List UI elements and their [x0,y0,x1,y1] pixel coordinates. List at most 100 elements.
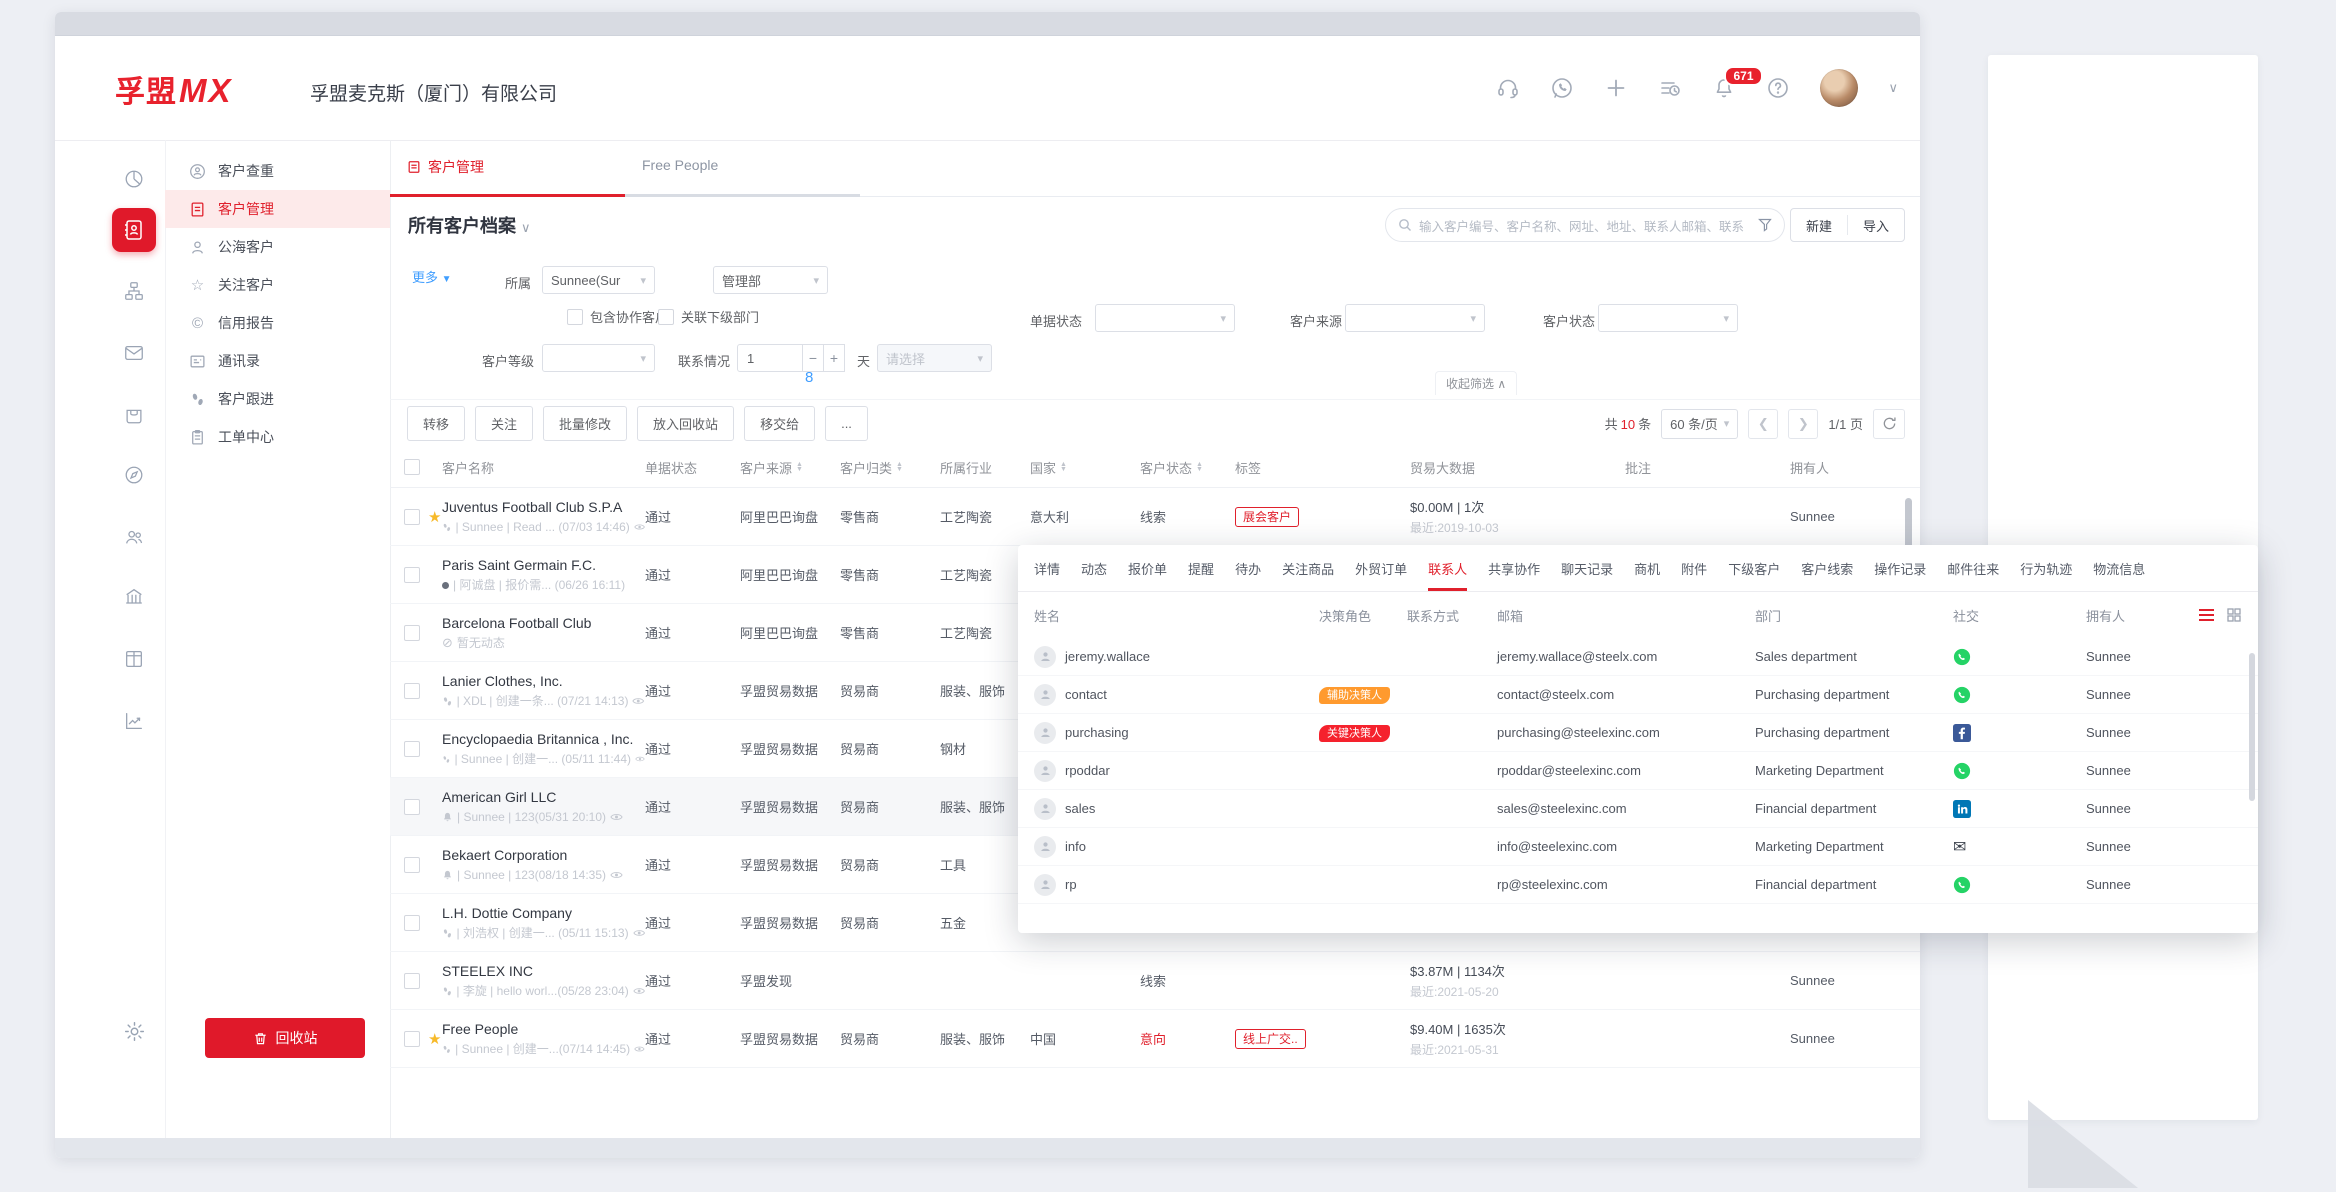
overlay-tab[interactable]: 关注商品 [1282,561,1335,577]
recycle-bin-button[interactable]: 回收站 [205,1018,365,1058]
table-row[interactable]: ★ STEELEX INC ⊘ | 李旋 | hello worl...(05/… [390,952,1920,1010]
col-industry[interactable]: 所属行业 [940,460,993,476]
customer-name[interactable]: STEELEX INC [442,963,534,979]
next-page-button[interactable]: ❯ [1788,408,1819,439]
overlay-tab[interactable]: 共享协作 [1488,561,1541,577]
nav-team-icon[interactable] [123,526,145,548]
avatar-chevron-down-icon[interactable]: ∨ [1888,79,1898,95]
overlay-tab[interactable]: 外贸订单 [1355,561,1408,577]
tab-customer-mgmt[interactable]: 客户管理 [407,157,484,177]
toolbar-button[interactable]: 关注 [475,406,534,441]
nav-knowledge-icon[interactable] [123,648,145,670]
row-checkbox[interactable] [404,624,420,641]
menu-item-followed[interactable]: ☆ 关注客户 [165,266,390,304]
sort-icon[interactable]: ▲ ▼ [896,461,903,473]
contact-email[interactable]: rpoddar@steelexinc.com [1497,763,1641,778]
contact-email[interactable]: info@steelexinc.com [1497,839,1618,854]
table-row[interactable]: ★ Juventus Football Club S.P.A ⊘ | Sunne… [390,488,1920,546]
contact-days-input[interactable]: 1 [737,344,803,372]
nav-customers-active[interactable] [112,208,156,252]
row-checkbox[interactable] [404,972,420,989]
customer-name[interactable]: Juventus Football Club S.P.A [442,499,623,515]
overlay-tab[interactable]: 商机 [1634,561,1661,577]
contact-name[interactable]: rp [1065,877,1077,892]
col-note[interactable]: 批注 [1625,460,1652,476]
select-all-checkbox[interactable] [404,459,420,475]
col-name[interactable]: 客户名称 [442,460,495,476]
overlay-tab[interactable]: 报价单 [1128,561,1168,577]
sort-icon[interactable]: ▲ ▼ [796,461,803,473]
page-size-select[interactable]: 60 条/页 ▾ [1661,408,1739,439]
import-button[interactable]: 导入 [1862,218,1889,234]
row-checkbox[interactable] [404,798,420,815]
settings-gear-icon[interactable] [123,1020,146,1043]
whatsapp-icon[interactable] [1953,762,1971,780]
star-icon[interactable]: ★ [428,1030,442,1048]
toolbar-button[interactable]: 移交给 [744,406,816,441]
contact-row[interactable]: sales sales@steelexinc.com Financial dep… [1018,790,2258,828]
new-button[interactable]: 新建 [1805,218,1832,234]
refresh-button[interactable] [1873,408,1905,439]
collapse-filters-button[interactable]: 收起筛选 ∧ [1435,371,1518,395]
contact-row[interactable]: rpoddar rpoddar@steelexinc.com Marketing… [1018,752,2258,790]
user-avatar[interactable] [1820,68,1859,107]
overlay-tab[interactable]: 下级客户 [1728,561,1781,577]
sort-icon[interactable]: ▲ ▼ [1060,461,1067,473]
whatsapp-header-icon[interactable] [1550,76,1574,100]
menu-item-follow-up[interactable]: 客户跟进 [165,380,390,418]
overlay-tab[interactable]: 附件 [1681,561,1708,577]
belong-select[interactable]: Sunnee(Sur ▾ [542,266,655,294]
overlay-tab[interactable]: 行为轨迹 [2020,561,2073,577]
create-plus-icon[interactable] [1604,76,1628,100]
row-checkbox[interactable] [404,508,420,525]
department-select[interactable]: 管理部 ▾ [713,266,828,294]
toolbar-button[interactable]: 批量修改 [543,406,628,441]
contact-name[interactable]: info [1065,839,1086,854]
stepper-minus-button[interactable]: − [802,344,824,372]
col-state[interactable]: 客户状态 ▲ ▼ [1140,460,1203,476]
source-select[interactable]: ▾ [1345,304,1485,332]
toolbar-button[interactable]: 转移 [407,406,466,441]
contact-email[interactable]: purchasing@steelexinc.com [1497,725,1660,740]
more-filters-button[interactable]: 更多 ▼ [412,270,452,285]
table-scrollbar[interactable] [1905,498,1912,586]
col-category[interactable]: 客户归类 ▲ ▼ [840,460,903,476]
stepper-plus-button[interactable]: + [823,344,845,372]
status-select[interactable]: ▾ [1598,304,1738,332]
history-list-icon[interactable] [1658,76,1682,100]
contact-name[interactable]: sales [1065,801,1096,816]
nav-orders-icon[interactable] [123,404,145,426]
contact-email[interactable]: sales@steelexinc.com [1497,801,1627,816]
include-collab-checkbox[interactable]: 包含协作客户 [567,307,668,326]
filter-funnel-icon[interactable] [1758,218,1772,232]
menu-item-public-sea[interactable]: 公海客户 [165,228,390,266]
nav-report-icon[interactable] [123,710,145,732]
grid-view-icon[interactable] [2226,607,2242,623]
overlay-tab[interactable]: 详情 [1034,561,1061,577]
customer-name[interactable]: Barcelona Football Club [442,615,592,631]
tag-badge[interactable]: 展会客户 [1235,507,1300,527]
overlay-tab[interactable]: 聊天记录 [1561,561,1614,577]
tag-badge[interactable]: 线上广交.. [1235,1029,1306,1049]
customer-name[interactable]: Lanier Clothes, Inc. [442,673,563,689]
nav-dashboard-icon[interactable] [123,168,145,190]
sort-icon[interactable]: ▲ ▼ [1196,461,1203,473]
nav-discovery-icon[interactable] [123,464,145,486]
linkedin-icon[interactable] [1953,799,1971,818]
overlay-tab[interactable]: 邮件往来 [1947,561,2000,577]
contact-name[interactable]: rpoddar [1065,763,1110,778]
toolbar-button[interactable]: ... [825,406,868,441]
overlay-tab[interactable]: 客户线索 [1801,561,1854,577]
customer-name[interactable]: American Girl LLC [442,789,557,805]
contact-row[interactable]: rp rp@steelexinc.com Financial departmen… [1018,866,2258,904]
customer-name[interactable]: Free People [442,1021,519,1037]
contact-name[interactable]: jeremy.wallace [1065,649,1151,664]
row-checkbox[interactable] [404,740,420,757]
contact-row[interactable]: purchasing 关键决策人 purchasing@steelexinc.c… [1018,714,2258,752]
nav-mail-icon[interactable] [123,342,145,364]
notifications-bell-icon[interactable]: 671 [1712,65,1763,100]
doc-status-select[interactable]: ▾ [1095,304,1235,332]
help-icon[interactable] [1766,76,1790,100]
menu-item-dup-check[interactable]: 客户查重 [165,152,390,190]
col-owner[interactable]: 拥有人 [1790,460,1830,476]
